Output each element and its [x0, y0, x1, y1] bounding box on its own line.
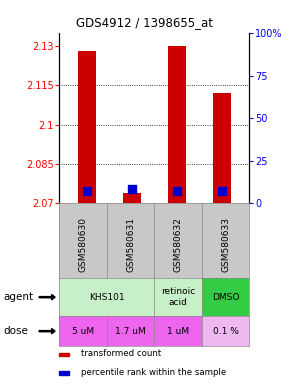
Bar — [59, 371, 69, 375]
Text: retinoic
acid: retinoic acid — [161, 288, 195, 307]
Text: 0.1 %: 0.1 % — [213, 327, 239, 336]
Text: KHS101: KHS101 — [89, 293, 125, 302]
Bar — [213, 93, 231, 203]
Text: dose: dose — [3, 326, 28, 336]
Point — [175, 188, 179, 194]
Text: GSM580633: GSM580633 — [221, 217, 230, 272]
Text: GSM580632: GSM580632 — [174, 217, 183, 272]
Text: DMSO: DMSO — [212, 293, 239, 302]
Text: percentile rank within the sample: percentile rank within the sample — [81, 368, 226, 377]
Point — [220, 188, 224, 194]
Text: 1.7 uM: 1.7 uM — [115, 327, 146, 336]
Text: GSM580630: GSM580630 — [79, 217, 88, 272]
Point — [130, 186, 134, 192]
Bar — [168, 46, 186, 203]
Text: 1 uM: 1 uM — [167, 327, 189, 336]
Text: transformed count: transformed count — [81, 349, 162, 359]
Text: agent: agent — [3, 292, 33, 302]
Bar — [123, 193, 141, 203]
Bar — [59, 353, 69, 356]
Text: GDS4912 / 1398655_at: GDS4912 / 1398655_at — [77, 17, 213, 29]
Text: GSM580631: GSM580631 — [126, 217, 135, 272]
Point — [84, 188, 89, 194]
Text: 5 uM: 5 uM — [72, 327, 94, 336]
Bar — [77, 51, 96, 203]
